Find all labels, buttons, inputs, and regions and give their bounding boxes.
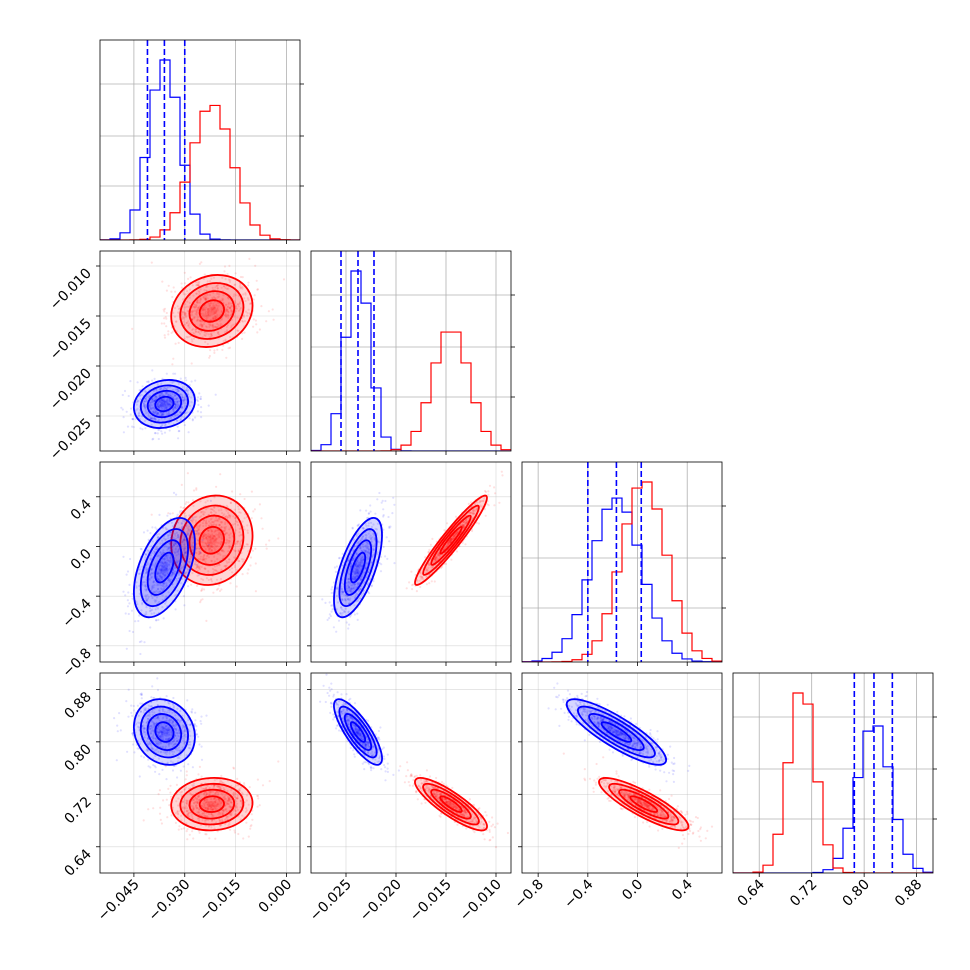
hist-panel-2: [521, 461, 726, 663]
density-contours-series-1: [170, 777, 254, 832]
y-tick-label: 0.88: [61, 689, 94, 722]
x-tick-label: −0.8: [512, 877, 547, 912]
y-tick-label: 0.4: [68, 496, 95, 523]
scatter-panel-0-3: [99, 672, 301, 874]
panel-frame: [99, 672, 301, 874]
y-tick-label: 0.64: [61, 846, 94, 879]
x-tick-label: 0.72: [787, 877, 820, 910]
histogram-series-0: [522, 497, 722, 662]
panel-frame: [99, 39, 301, 241]
scatter-panel-2-3: [521, 672, 723, 874]
panel-frame: [99, 461, 301, 663]
scatter-panel-1-3: [310, 672, 512, 874]
density-contours-series-0: [333, 517, 383, 619]
panel-frame: [310, 250, 512, 452]
histogram-series-1: [733, 692, 933, 873]
y-tick-label: 0.0: [68, 546, 95, 573]
density-contours-series-1: [414, 494, 488, 586]
x-tick-label: 0.000: [256, 877, 296, 917]
scatter-panel-1-2: [310, 461, 512, 663]
panel-frame: [310, 461, 512, 663]
density-contours-series-1: [598, 777, 690, 832]
x-tick-label: −0.045: [95, 877, 143, 925]
histogram-series-1: [311, 331, 511, 451]
x-tick-label: −0.4: [561, 876, 596, 911]
scatter-panel-0-2: [99, 461, 301, 663]
density-contours-series-0: [133, 698, 196, 766]
x-tick-label: 0.80: [840, 877, 873, 910]
scatter-panel-0-1: [99, 250, 301, 452]
histogram-series-0: [733, 725, 933, 873]
y-tick-label: −0.025: [47, 416, 95, 464]
y-tick-label: −0.8: [59, 645, 94, 680]
x-tick-label: 0.0: [619, 877, 646, 904]
y-tick-label: −0.4: [59, 596, 94, 631]
x-tick-label: −0.030: [146, 877, 194, 925]
y-tick-label: −0.020: [47, 366, 95, 414]
x-tick-label: 0.64: [735, 876, 768, 909]
density-contours-series-0: [565, 698, 668, 766]
panel-frame: [310, 672, 512, 874]
density-contours-series-0: [132, 379, 196, 429]
density-contours-series-0: [133, 517, 196, 619]
density-contours-series-1: [170, 274, 254, 348]
x-tick-label: 0.4: [669, 876, 696, 903]
y-tick-label: −0.010: [47, 266, 95, 314]
y-tick-label: 0.80: [61, 741, 94, 774]
y-tick-label: −0.015: [47, 316, 95, 364]
panel-frame: [99, 250, 301, 452]
x-tick-label: −0.025: [307, 877, 355, 925]
x-tick-label: −0.020: [357, 877, 405, 925]
x-tick-label: −0.015: [407, 877, 455, 925]
hist-panel-0: [99, 39, 304, 241]
panel-frame: [521, 672, 723, 874]
panel-frame: [521, 461, 723, 663]
x-tick-label: 0.88: [892, 877, 925, 910]
y-tick-label: 0.72: [61, 794, 94, 827]
panel-frame: [732, 672, 934, 874]
hist-panel-3: [732, 672, 937, 874]
x-tick-label: −0.010: [457, 877, 505, 925]
scatter-points-series-0: [122, 491, 212, 656]
density-contours-series-0: [333, 698, 383, 766]
x-tick-label: −0.015: [196, 877, 244, 925]
hist-panel-1: [310, 250, 515, 452]
histogram-series-0: [100, 59, 300, 240]
density-contours-series-1: [414, 777, 488, 832]
